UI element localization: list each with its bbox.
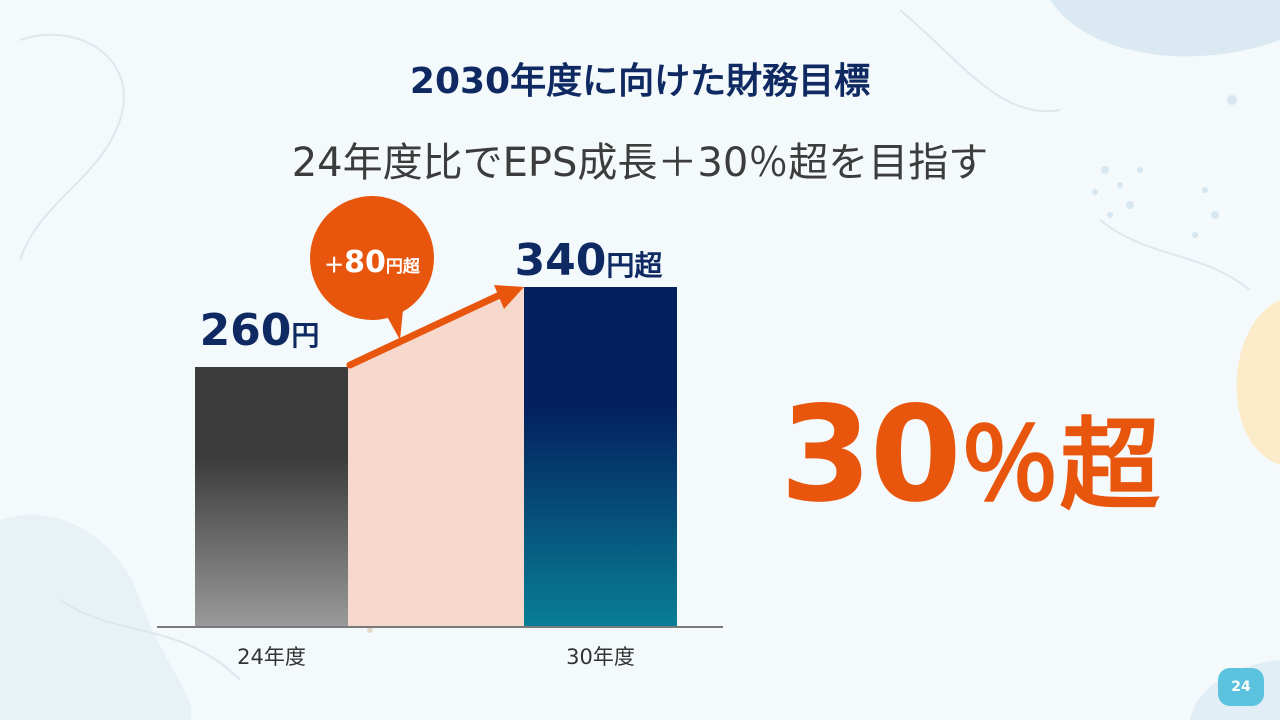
bar-24 (195, 367, 348, 627)
growth-band (348, 287, 524, 627)
growth-highlight-unit: ％超 (959, 407, 1160, 524)
bar-30 (524, 287, 677, 627)
growth-arrow (346, 289, 508, 369)
slide-title: 2030年度に向けた財務目標 (409, 61, 871, 102)
growth-highlight: 30％超 (780, 378, 1160, 532)
data-label: 260円 (200, 305, 320, 356)
delta-callout-tail (378, 300, 404, 340)
slide-subtitle: 24年度比でEPS成長＋30％超を目指す (291, 140, 989, 186)
x-tick-label: 30年度 (566, 645, 635, 669)
growth-arrow-head (494, 285, 524, 309)
delta-callout (310, 196, 434, 320)
growth-highlight-number: 30 (780, 378, 962, 532)
data-label: 340円超 (515, 235, 664, 286)
page-number-badge: 24 (1218, 668, 1264, 706)
x-tick-label: 24年度 (237, 645, 306, 669)
delta-label: ＋80円超 (324, 245, 421, 280)
